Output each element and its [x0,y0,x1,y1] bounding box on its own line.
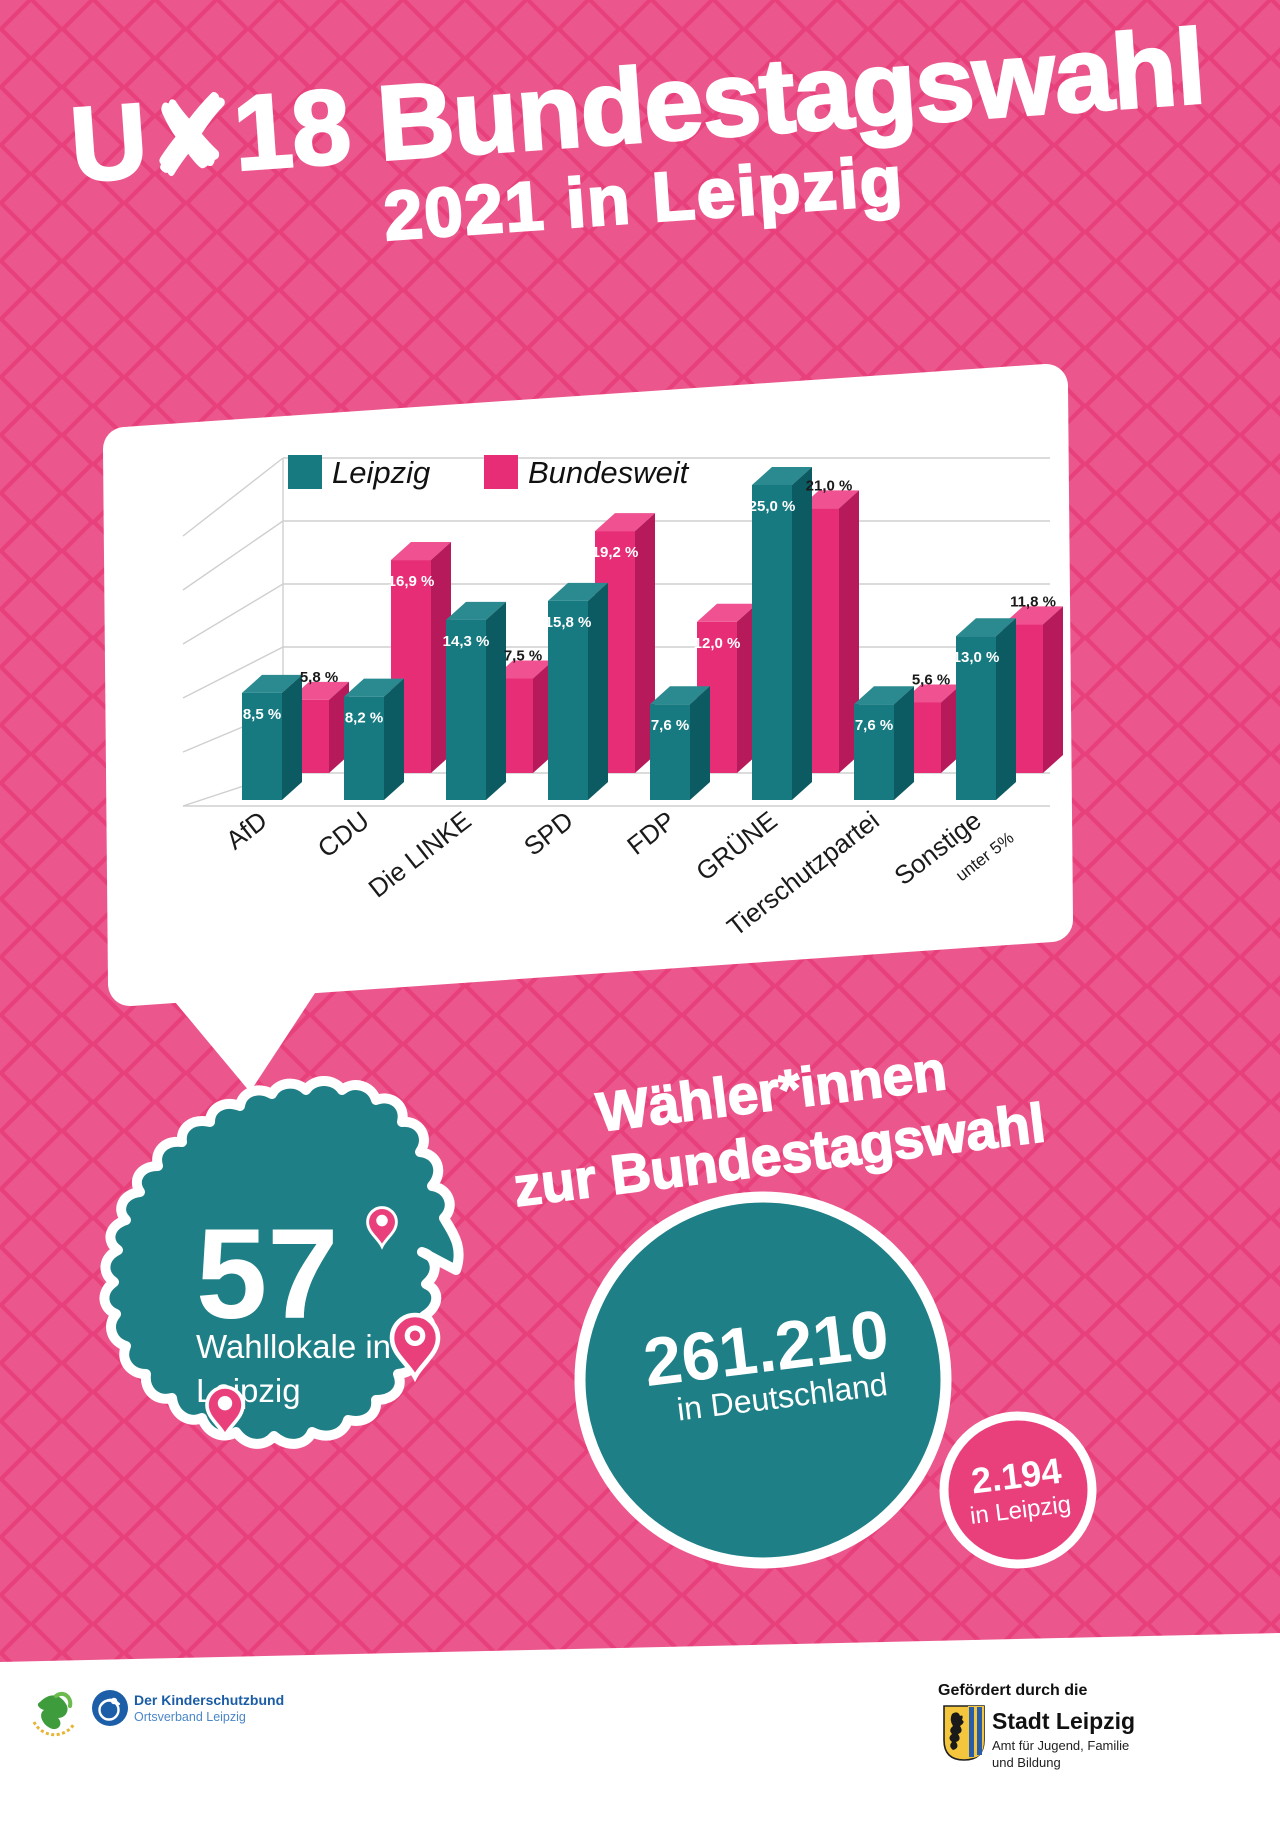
bar-value-label: 5,6 % [912,671,950,688]
bar-value-label: 11,8 % [1010,593,1056,610]
bar-side-face [839,490,859,773]
bar-value-label: 5,8 % [300,669,338,686]
bar-value-label: 19,2 % [592,544,639,561]
map-pin-icon [389,1312,441,1383]
stadt-leipzig-coat-of-arms [943,1705,985,1761]
bar-leipzig-sonstige [956,636,996,800]
bar-value-label: 8,5 % [243,706,281,723]
bar-value-label: 7,6 % [855,717,893,734]
funding-department: Amt für Jugend, Familie und Bildung [992,1738,1129,1772]
leipzig-map: 57 Wahllokale in Leipzig [99,1076,464,1449]
leipzig-map-shape [99,1076,464,1449]
bar-value-label: 21,0 % [806,477,853,494]
kinderschutzbund-org: Ortsverband Leipzig [134,1709,246,1724]
bar-value-label: 7,5 % [504,648,542,665]
bar-value-label: 16,9 % [388,573,435,590]
bar-value-label: 12,0 % [694,635,741,652]
bar-side-face [792,467,812,800]
bar-value-label: 25,0 % [749,498,796,515]
bar-side-face [588,582,608,800]
legend-swatch-leipzig [288,455,322,489]
bar-side-face [282,674,302,800]
bar-value-label: 7,6 % [651,717,689,734]
voters-germany-circle: 261.210 in Deutschland [574,1191,952,1569]
voters-leipzig-circle: 2.194 in Leipzig [939,1411,1097,1569]
bar-leipzig-fdp [650,704,690,800]
chart-legend: Leipzig Bundesweit [288,455,690,490]
bar-side-face [894,686,914,800]
bar-side-face [384,678,404,800]
kinderschutzbund-text: Der Kinderschutzbund Ortsverband Leipzig [134,1692,284,1725]
bar-leipzig-spd [548,600,588,800]
funding-dept-line1: Amt für Jugend, Familie [992,1738,1130,1753]
bar-value-label: 13,0 % [953,649,1000,666]
funding-city-name: Stadt Leipzig [992,1708,1136,1734]
bar-side-face [690,686,710,800]
bar-value-label: 15,8 % [545,614,592,631]
wahllokale-label-line1: Wahllokale in [196,1328,391,1365]
legend-swatch-bundesweit [484,455,518,489]
map-pin-icon [205,1385,245,1440]
funding-intro: Gefördert durch die [938,1682,1088,1699]
bar-side-face [996,618,1016,800]
bar-value-label: 14,3 % [443,633,490,650]
stadtjugendring-logo [27,1685,81,1739]
bar-leipzig-grüne [752,485,792,800]
footer-band [0,1633,1280,1829]
kinderschutzbund-logo-icon [92,1690,128,1726]
bar-leipzig-cdu [344,696,384,800]
bar-side-face [486,601,506,800]
wahllokale-count: 57 [196,1203,338,1346]
bar-value-label: 8,2 % [345,710,383,727]
bar-leipzig-afd [242,692,282,800]
bar-side-face [1043,606,1063,773]
kinderschutzbund-name: Der Kinderschutzbund [134,1692,285,1708]
map-pin-icon [366,1206,398,1250]
bar-leipzig-tierschutzpartei [854,704,894,800]
chart-bars [242,467,1063,800]
bar-leipzig-die linke [446,619,486,800]
legend-label-bundesweit: Bundesweit [528,455,690,490]
funding-dept-line2: und Bildung [992,1754,1061,1770]
legend-label-leipzig: Leipzig [332,455,430,490]
